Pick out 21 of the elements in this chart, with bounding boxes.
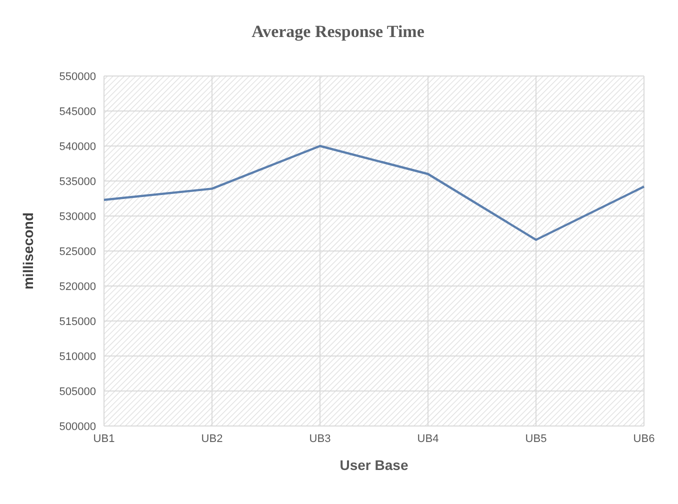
y-tick-label: 525000	[59, 246, 96, 258]
x-tick-label: UB6	[633, 432, 655, 445]
x-tick-label: UB4	[417, 432, 439, 445]
x-tick-label: UB1	[93, 432, 115, 445]
line-series	[102, 144, 646, 241]
y-tick-label: 515000	[59, 316, 96, 328]
y-tick-label: 505000	[59, 386, 96, 398]
x-axis-title: User Base	[340, 457, 408, 473]
y-tick-label: 530000	[59, 210, 96, 223]
x-tick-label: UB5	[525, 432, 547, 445]
y-tick-label: 535000	[59, 176, 96, 188]
chart-title: Average Response Time	[250, 21, 426, 43]
y-tick-label: 550000	[59, 70, 96, 83]
y-tick-label: 500000	[59, 420, 96, 433]
y-tick-label: 520000	[59, 280, 96, 293]
y-tick-label: 540000	[59, 140, 96, 153]
x-tick-label: UB3	[309, 432, 331, 445]
y-tick-label: 545000	[59, 106, 96, 118]
x-tick-label: UB2	[201, 432, 223, 445]
y-axis-title: millisecond	[20, 212, 36, 290]
y-tick-label: 510000	[59, 350, 96, 363]
